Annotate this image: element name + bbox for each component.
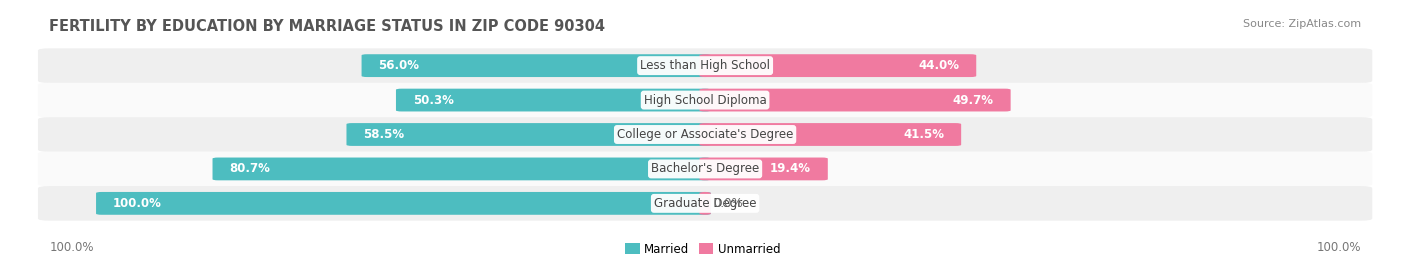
- Text: 56.0%: 56.0%: [378, 59, 419, 72]
- Text: 0.0%: 0.0%: [713, 197, 744, 210]
- Text: 49.7%: 49.7%: [953, 94, 994, 107]
- Text: 100.0%: 100.0%: [1316, 241, 1361, 254]
- Text: Graduate Degree: Graduate Degree: [654, 197, 756, 210]
- Text: 41.5%: 41.5%: [903, 128, 945, 141]
- Text: College or Associate's Degree: College or Associate's Degree: [617, 128, 793, 141]
- Text: 58.5%: 58.5%: [363, 128, 405, 141]
- Text: Less than High School: Less than High School: [640, 59, 770, 72]
- Legend: Married, Unmarried: Married, Unmarried: [620, 238, 786, 260]
- Text: 80.7%: 80.7%: [229, 162, 270, 175]
- Text: Bachelor's Degree: Bachelor's Degree: [651, 162, 759, 175]
- Text: High School Diploma: High School Diploma: [644, 94, 766, 107]
- Text: Source: ZipAtlas.com: Source: ZipAtlas.com: [1243, 19, 1361, 29]
- Text: 100.0%: 100.0%: [112, 197, 162, 210]
- Text: 50.3%: 50.3%: [413, 94, 454, 107]
- Text: 44.0%: 44.0%: [918, 59, 959, 72]
- Text: 100.0%: 100.0%: [49, 241, 94, 254]
- Text: 19.4%: 19.4%: [770, 162, 811, 175]
- Text: FERTILITY BY EDUCATION BY MARRIAGE STATUS IN ZIP CODE 90304: FERTILITY BY EDUCATION BY MARRIAGE STATU…: [49, 19, 605, 34]
